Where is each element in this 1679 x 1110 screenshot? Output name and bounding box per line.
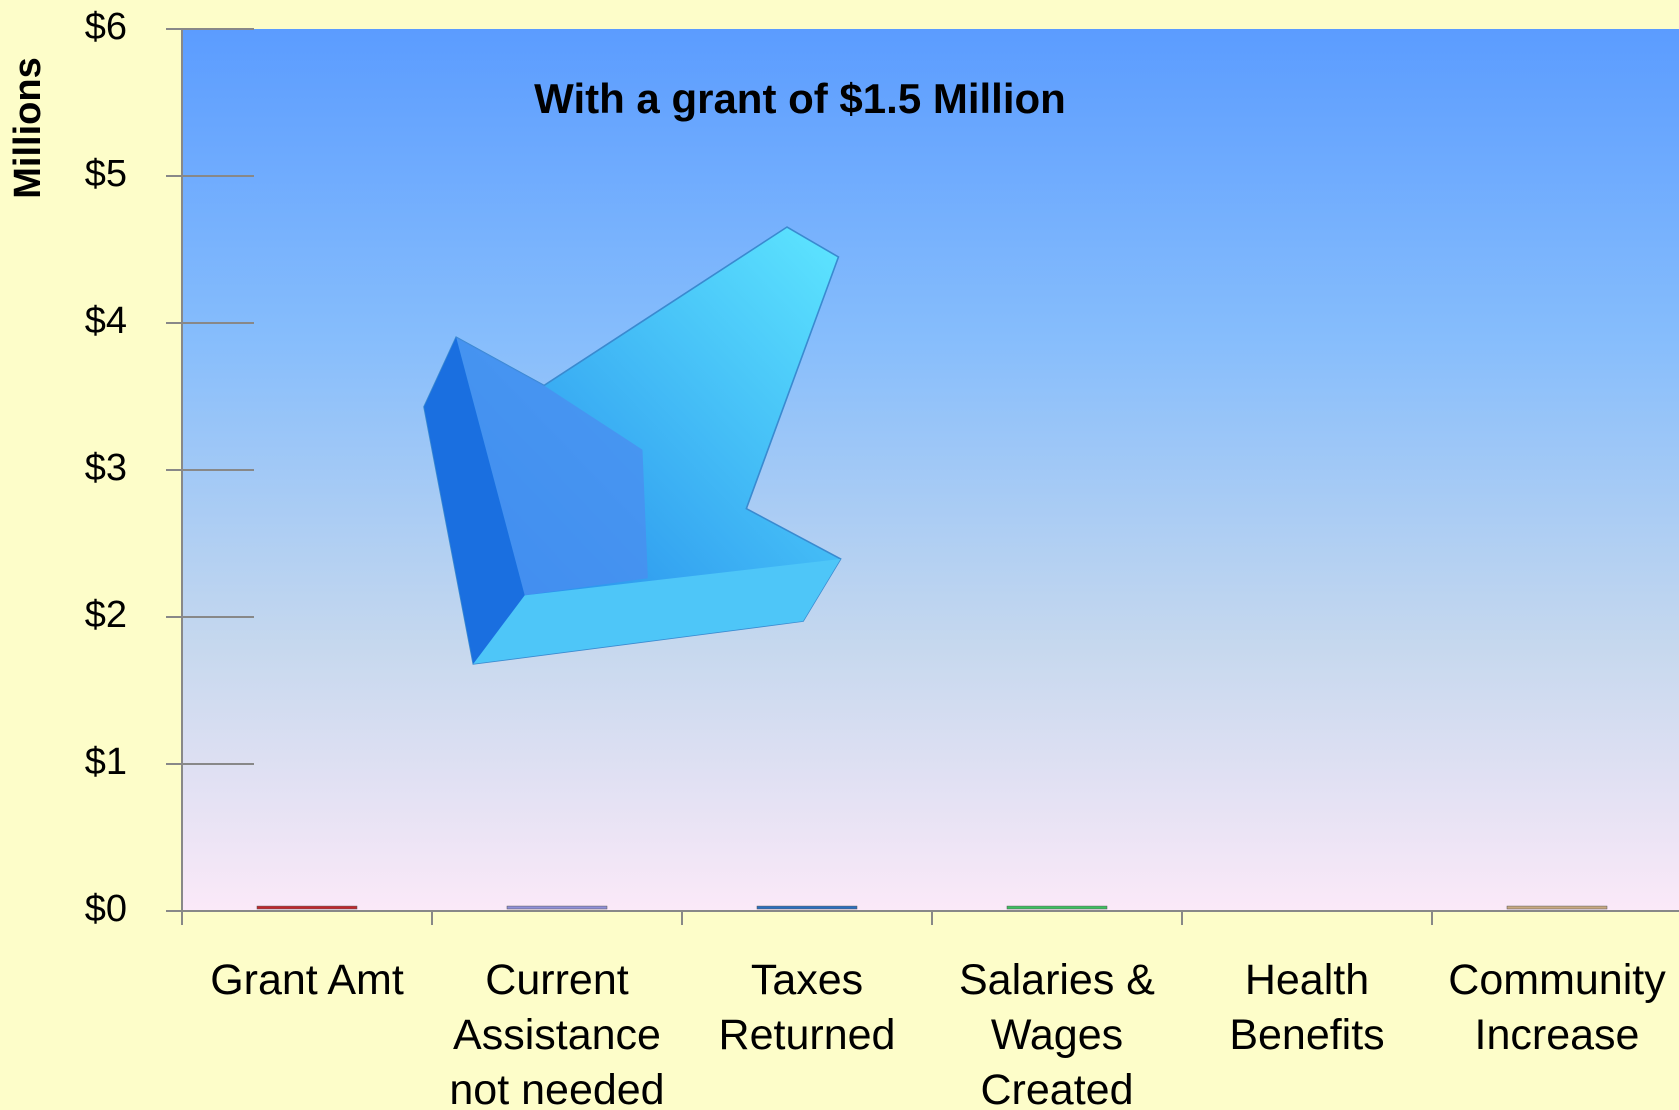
x-tick-label: Community Increase [1448,956,1666,1059]
x-tick-label: Taxes Returned [718,956,896,1059]
annotation: With a grant of $1.5 Million [534,75,1066,122]
x-tick-label: Current Assistance not needed [449,956,665,1110]
y-axis-title: Millions [7,57,49,198]
plot-area [182,29,1679,911]
y-tick-label: $6 [85,6,127,48]
y-tick-label: $4 [85,300,127,342]
bar [756,905,858,910]
x-tick-label: Salaries & Wages Created [959,956,1155,1110]
x-tick-label: Grant Amt [210,956,404,1004]
arrow-decoration [423,226,842,665]
y-tick-label: $1 [85,741,127,783]
y-tick-label: $5 [85,153,127,195]
y-tick-label: $0 [85,888,127,930]
x-tick-label: Health Benefits [1229,956,1385,1059]
y-tick-label: $3 [85,447,127,489]
bar [1006,905,1108,910]
bar [1506,905,1608,910]
bar [256,905,358,910]
y-tick-label: $2 [85,594,127,636]
bar [506,905,608,910]
